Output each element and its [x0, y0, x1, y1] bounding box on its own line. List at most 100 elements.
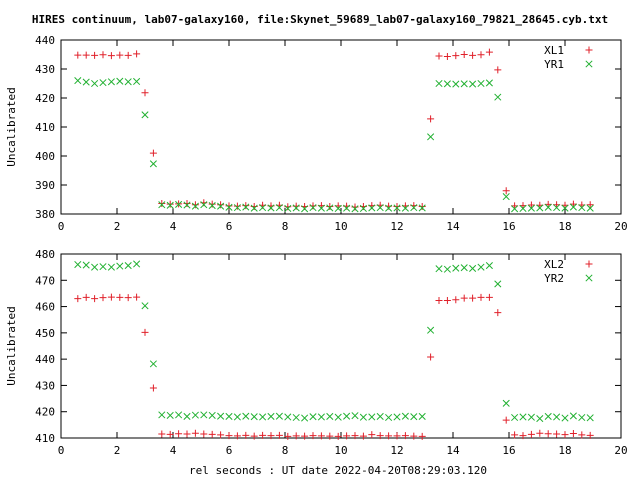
data-point-yr1	[502, 193, 510, 201]
data-point-xl1	[292, 202, 300, 210]
x-tick-label: 4	[170, 220, 177, 233]
data-point-yr2	[427, 326, 435, 334]
data-point-xl2	[553, 430, 561, 438]
data-point-xl1	[250, 202, 258, 210]
data-point-yr2	[452, 264, 460, 272]
data-point-xl2	[452, 296, 460, 304]
data-point-xl2	[208, 430, 216, 438]
x-tick-label: 6	[226, 220, 233, 233]
y-tick-label: 380	[35, 208, 55, 221]
y-tick-label: 440	[35, 34, 55, 47]
data-point-yr1	[183, 201, 191, 209]
data-point-yr1	[385, 204, 393, 212]
data-point-xl2	[292, 432, 300, 440]
data-point-xl2	[578, 431, 586, 439]
data-point-yr2	[225, 412, 233, 420]
data-point-yr2	[141, 302, 149, 310]
y-tick-label: 410	[35, 432, 55, 445]
data-point-yr1	[410, 204, 418, 212]
data-point-xl2	[443, 297, 451, 305]
data-point-xl2	[460, 294, 468, 302]
data-point-yr1	[133, 77, 141, 86]
data-point-yr2	[242, 412, 250, 420]
data-point-yr1	[519, 204, 527, 213]
data-point-xl1	[477, 51, 485, 59]
data-point-xl1	[158, 200, 166, 208]
data-point-yr1	[586, 204, 594, 212]
data-point-yr2	[460, 264, 468, 272]
data-point-xl1	[586, 201, 594, 209]
data-point-yr2	[477, 263, 485, 271]
data-point-yr2	[99, 263, 107, 271]
x-tick-label: 10	[334, 444, 347, 457]
x-axis-label: rel seconds : UT date 2022-04-20T08:29:0…	[189, 464, 487, 477]
data-point-xl1	[149, 149, 157, 157]
data-point-xl2	[82, 293, 90, 301]
data-point-xl1	[124, 51, 132, 59]
legend-label-xl2: XL2	[544, 258, 564, 271]
data-point-xl2	[435, 297, 443, 305]
data-point-yr2	[578, 413, 586, 422]
data-point-xl2	[343, 432, 351, 440]
data-point-yr2	[166, 411, 174, 419]
data-point-xl2	[519, 432, 527, 440]
data-point-xl2	[368, 431, 376, 439]
data-point-yr1	[284, 204, 292, 213]
data-point-yr1	[91, 79, 99, 88]
y-tick-label: 430	[35, 63, 55, 76]
data-point-yr2	[469, 264, 477, 273]
data-point-yr2	[267, 412, 275, 420]
data-point-yr1	[242, 203, 250, 211]
x-tick-label: 16	[502, 444, 515, 457]
data-point-yr2	[309, 413, 317, 421]
data-point-yr2	[502, 399, 510, 407]
x-tick-label: 20	[614, 444, 627, 457]
data-point-yr2	[250, 413, 258, 421]
data-point-xl2	[149, 384, 157, 392]
data-point-yr1	[309, 204, 317, 212]
data-point-yr1	[208, 202, 216, 210]
data-point-yr1	[553, 204, 561, 212]
y-axis-label: Uncalibrated	[5, 87, 18, 166]
data-point-yr1	[351, 205, 359, 213]
data-point-yr1	[217, 202, 225, 210]
data-point-yr2	[326, 412, 334, 420]
y-tick-label: 400	[35, 150, 55, 163]
data-point-yr2	[343, 412, 351, 420]
data-point-yr1	[292, 204, 300, 212]
data-point-yr1	[166, 201, 174, 209]
data-point-xl2	[317, 432, 325, 440]
x-tick-label: 16	[502, 220, 515, 233]
data-point-xl2	[250, 432, 258, 440]
data-point-xl1	[191, 201, 199, 209]
y-axis-label: Uncalibrated	[5, 306, 18, 385]
data-point-yr1	[116, 77, 124, 85]
data-point-xl2	[166, 430, 174, 438]
data-point-yr1	[578, 204, 586, 212]
y-tick-label: 430	[35, 379, 55, 392]
data-point-xl2	[158, 430, 166, 438]
data-point-yr1	[317, 204, 325, 212]
data-point-yr2	[410, 413, 418, 421]
data-point-yr1	[267, 204, 275, 212]
data-point-xl1	[133, 50, 141, 58]
data-point-yr2	[393, 413, 401, 421]
legend-marker-yr1	[585, 60, 593, 68]
data-point-xl1	[309, 202, 317, 210]
legend-label-xl1: XL1	[544, 44, 564, 57]
data-point-yr2	[158, 411, 166, 419]
data-point-yr2	[74, 260, 82, 269]
data-point-yr2	[217, 412, 225, 420]
data-point-xl2	[385, 432, 393, 440]
data-point-yr1	[569, 203, 577, 211]
data-point-yr2	[82, 261, 90, 269]
data-point-xl2	[376, 432, 384, 440]
data-point-xl1	[225, 202, 233, 210]
data-point-yr1	[158, 201, 166, 209]
data-point-xl2	[175, 430, 183, 438]
data-point-xl2	[494, 309, 502, 317]
data-point-xl2	[418, 432, 426, 440]
data-point-yr1	[149, 160, 157, 168]
data-point-yr2	[275, 412, 283, 420]
data-point-yr2	[553, 413, 561, 421]
